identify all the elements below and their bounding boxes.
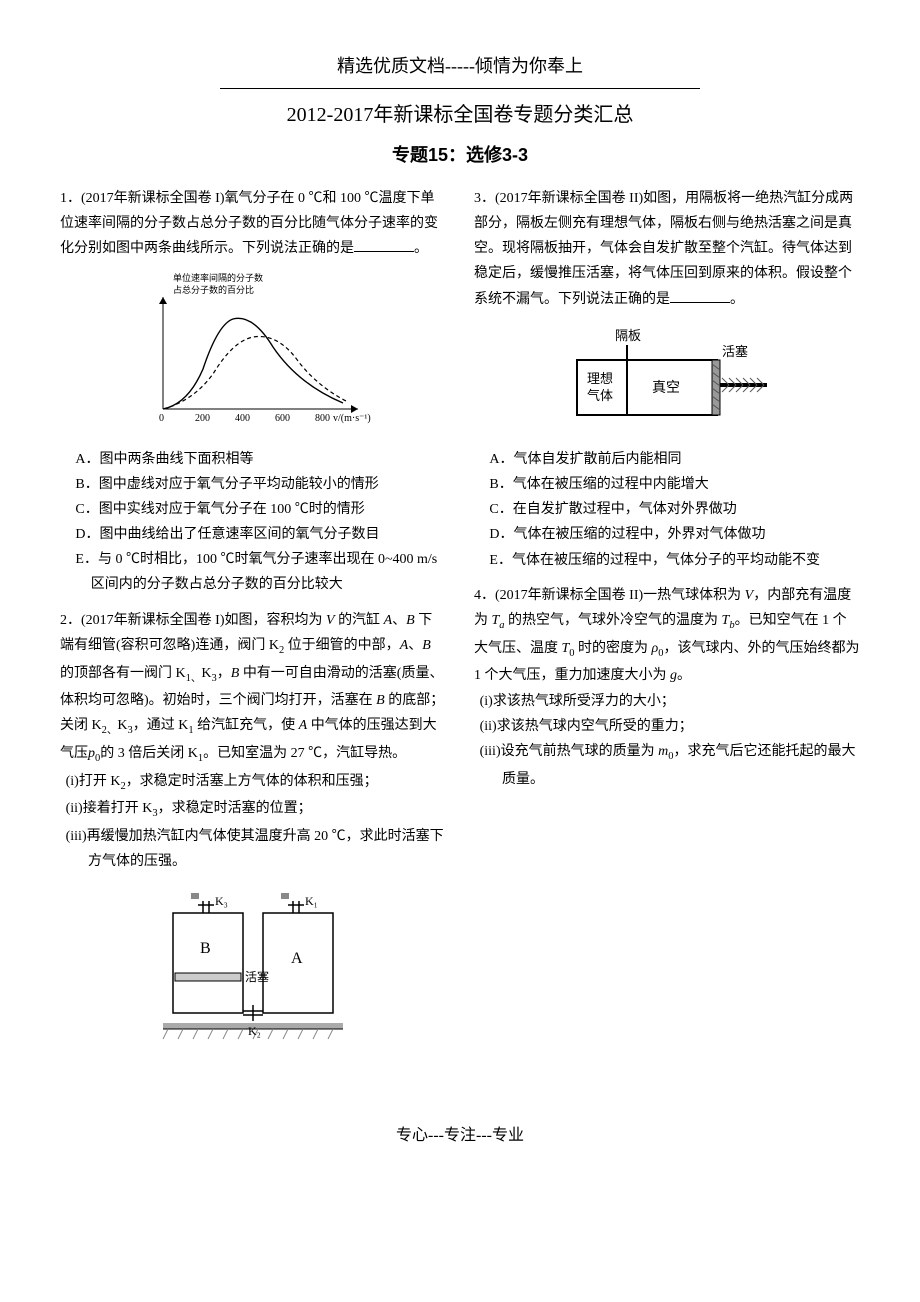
page-title-main: 2012-2017年新课标全国卷专题分类汇总 — [60, 97, 860, 133]
problem-text: 如图，容积均为 V 的汽缸 A、B 下端有细管(容积可忽略)连通，阀门 K2 位… — [60, 613, 444, 761]
svg-text:400: 400 — [235, 413, 250, 424]
svg-text:K₃: K₃ — [215, 894, 228, 908]
content-columns: 1．(2017年新课标全国卷 I)氧气分子在 0 ℃和 100 ℃温度下单位速率… — [60, 186, 860, 1062]
problem-text: 如图，用隔板将一绝热汽缸分成两部分，隔板左侧充有理想气体，隔板右侧与绝热活塞之间… — [474, 191, 853, 307]
problem-source: (2017年新课标全国卷 II) — [495, 588, 643, 603]
sub-ii: (ii)求该热气球内空气所受的重力； — [502, 714, 860, 739]
figure-adiabatic: 隔板 活塞 — [474, 320, 860, 439]
sub-ii: (ii)接着打开 K3，求稳定时活塞的位置； — [88, 796, 446, 824]
svg-text:K₂: K₂ — [248, 1024, 261, 1038]
svg-text:600: 600 — [275, 413, 290, 424]
option-c: C．图中实线对应于氧气分子在 100 ℃时的情形 — [91, 497, 446, 522]
figure-cylinders: K₂ K₃ K₁ 活塞 B A — [60, 883, 446, 1062]
problem-1: 1．(2017年新课标全国卷 I)氧气分子在 0 ℃和 100 ℃温度下单位速率… — [60, 186, 446, 598]
problem-4: 4．(2017年新课标全国卷 II)一热气球体积为 V，内部充有温度为 Ta 的… — [474, 583, 860, 792]
sub-i: (i)求该热气球所受浮力的大小； — [502, 689, 860, 714]
ylabel-line2: 占总分子数的百分比 — [173, 284, 254, 295]
svg-text:0: 0 — [159, 413, 164, 424]
option-e: E．与 0 ℃时相比，100 ℃时氧气分子速率出现在 0~400 m/s 区间内… — [91, 547, 446, 597]
figure-maxwell: 单位速率间隔的分子数 占总分子数的百分比 0 200 400 600 800 v… — [60, 269, 446, 438]
answer-blank — [354, 238, 414, 252]
sub-iii: (iii)再缓慢加热汽缸内气体使其温度升高 20 ℃，求此时活塞下方气体的压强。 — [88, 824, 446, 874]
svg-text:隔板: 隔板 — [615, 328, 641, 343]
svg-text:气体: 气体 — [587, 388, 613, 403]
option-d: D．图中曲线给出了任意速率区间的氧气分子数目 — [91, 522, 446, 547]
svg-text:真空: 真空 — [652, 380, 680, 396]
problem-2: 2．(2017年新课标全国卷 I)如图，容积均为 V 的汽缸 A、B 下端有细管… — [60, 608, 446, 1062]
problem-text-end: 。 — [414, 241, 428, 256]
problem-source: (2017年新课标全国卷 I) — [81, 613, 225, 628]
problem-text-end: 。 — [730, 292, 744, 307]
svg-text:v/(m·s⁻¹): v/(m·s⁻¹) — [333, 413, 371, 424]
page-subtitle-top: 精选优质文档-----倾情为你奉上 — [220, 50, 700, 89]
problem-number: 3． — [474, 191, 495, 206]
svg-text:K₁: K₁ — [305, 894, 318, 908]
page-footer: 专心---专注---专业 — [60, 1122, 860, 1151]
svg-text:活塞: 活塞 — [245, 969, 269, 984]
problem-3: 3．(2017年新课标全国卷 II)如图，用隔板将一绝热汽缸分成两部分，隔板左侧… — [474, 186, 860, 573]
svg-text:活塞: 活塞 — [722, 344, 748, 359]
svg-text:800: 800 — [315, 413, 330, 424]
svg-text:A: A — [291, 950, 303, 967]
option-e: E．气体在被压缩的过程中，气体分子的平均动能不变 — [505, 548, 860, 573]
svg-text:200: 200 — [195, 413, 210, 424]
option-a: A．图中两条曲线下面积相等 — [91, 447, 446, 472]
problem-number: 4． — [474, 588, 495, 603]
topic-title: 专题15：选修3-3 — [60, 139, 860, 171]
problem-source: (2017年新课标全国卷 II) — [495, 191, 643, 206]
svg-text:B: B — [200, 940, 211, 957]
option-a: A．气体自发扩散前后内能相同 — [505, 447, 860, 472]
answer-blank — [670, 289, 730, 303]
problem-number: 1． — [60, 191, 81, 206]
ylabel-line1: 单位速率间隔的分子数 — [173, 272, 263, 283]
sub-i: (i)打开 K2，求稳定时活塞上方气体的体积和压强； — [88, 769, 446, 797]
problem-source: (2017年新课标全国卷 I) — [81, 191, 225, 206]
option-d: D．气体在被压缩的过程中，外界对气体做功 — [505, 522, 860, 547]
svg-text:理想: 理想 — [587, 371, 613, 386]
sub-iii: (iii)设充气前热气球的质量为 m0，求充气后它还能托起的最大质量。 — [502, 739, 860, 792]
problem-number: 2． — [60, 613, 81, 628]
option-b: B．图中虚线对应于氧气分子平均动能较小的情形 — [91, 472, 446, 497]
option-c: C．在自发扩散过程中，气体对外界做功 — [505, 497, 860, 522]
option-b: B．气体在被压缩的过程中内能增大 — [505, 472, 860, 497]
